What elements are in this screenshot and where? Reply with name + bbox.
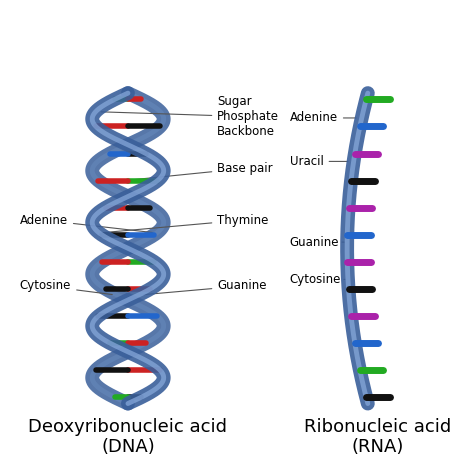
- Text: Deoxyribonucleic acid
(DNA): Deoxyribonucleic acid (DNA): [28, 418, 228, 456]
- Text: Base pair: Base pair: [133, 162, 273, 180]
- Text: Cytosine: Cytosine: [290, 273, 345, 286]
- Text: Guanine: Guanine: [290, 235, 344, 249]
- Text: Uracil: Uracil: [290, 155, 348, 168]
- Text: Cytosine: Cytosine: [20, 280, 112, 295]
- Text: Adenine: Adenine: [290, 112, 356, 124]
- Text: Thymine: Thymine: [104, 213, 269, 233]
- Text: Ribonucleic acid
(RNA): Ribonucleic acid (RNA): [303, 418, 451, 456]
- Text: Adenine: Adenine: [20, 213, 152, 233]
- Text: Sugar
Phosphate
Backbone: Sugar Phosphate Backbone: [101, 95, 279, 138]
- Text: Guanine: Guanine: [144, 280, 267, 295]
